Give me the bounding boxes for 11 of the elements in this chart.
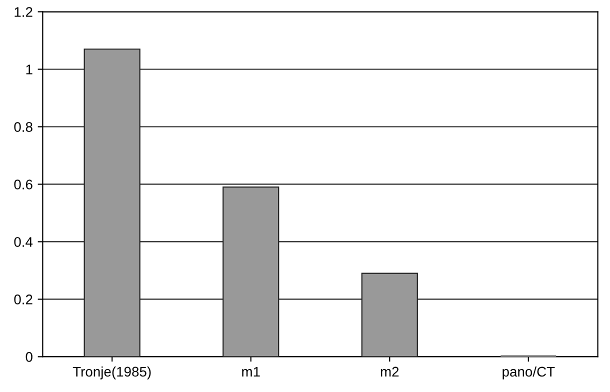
- y-tick-label: 0.2: [14, 294, 32, 304]
- y-tick-label: 1.2: [14, 7, 32, 17]
- x-tick-label: pano/CT: [502, 366, 555, 380]
- y-tick-label: 0.6: [14, 180, 32, 190]
- x-tick-label: m2: [380, 366, 399, 377]
- y-tick-label: 1: [26, 64, 32, 74]
- x-tick-label: Tronje(1985): [72, 366, 151, 380]
- y-tick-label: 0.8: [14, 122, 32, 132]
- y-tick-label: 0: [26, 352, 32, 362]
- y-tick-label: 0.4: [14, 237, 33, 247]
- x-tick-label: m1: [242, 366, 260, 377]
